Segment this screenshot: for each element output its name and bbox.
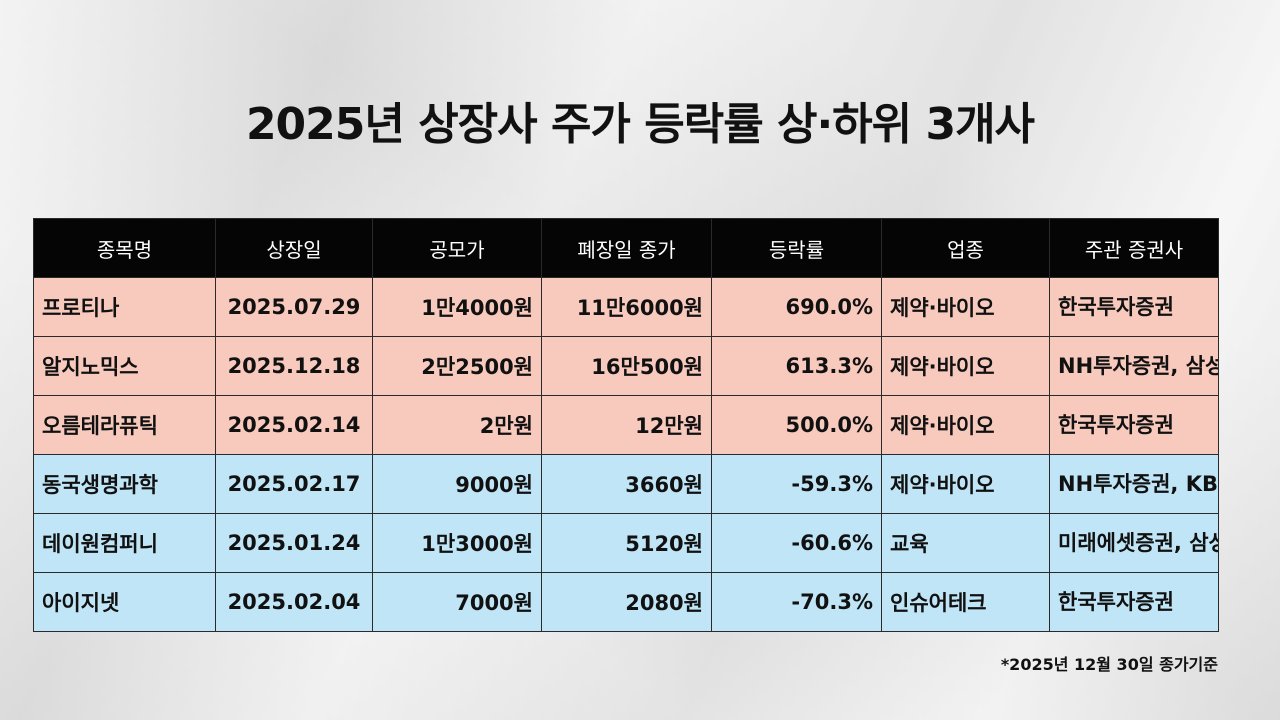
stock-change-table: 종목명 상장일 공모가 폐장일 종가 등락률 업종 주관 증권사 프로티나 20… [33,218,1219,632]
closing-price: 2080원 [541,572,712,632]
column-header-name: 종목명 [33,218,216,278]
underwriter: NH투자증권, 삼성증권 [1049,336,1219,396]
ipo-price: 2만2500원 [372,336,542,396]
closing-price: 12만원 [541,395,712,455]
listing-date: 2025.01.24 [215,513,373,573]
table-header-row: 종목명 상장일 공모가 폐장일 종가 등락률 업종 주관 증권사 [33,218,1219,278]
column-header-closing-price: 폐장일 종가 [541,218,712,278]
ipo-price: 2만원 [372,395,542,455]
stock-name: 프로티나 [33,277,216,337]
footnote: *2025년 12월 30일 종가기준 [1000,655,1218,674]
ipo-price: 7000원 [372,572,542,632]
sector: 제약·바이오 [881,395,1050,455]
column-header-listing-date: 상장일 [215,218,373,278]
ipo-price: 9000원 [372,454,542,514]
ipo-price: 1만3000원 [372,513,542,573]
table-row: 오름테라퓨틱 2025.02.14 2만원 12만원 500.0% 제약·바이오… [33,395,1219,455]
listing-date: 2025.02.04 [215,572,373,632]
table-row: 동국생명과학 2025.02.17 9000원 3660원 -59.3% 제약·… [33,454,1219,514]
closing-price: 3660원 [541,454,712,514]
page-title: 2025년 상장사 주가 등락률 상·하위 3개사 [245,99,1035,150]
table-row: 프로티나 2025.07.29 1만4000원 11만6000원 690.0% … [33,277,1219,337]
closing-price: 5120원 [541,513,712,573]
stock-name: 오름테라퓨틱 [33,395,216,455]
sector: 제약·바이오 [881,336,1050,396]
column-header-sector: 업종 [881,218,1050,278]
stock-name: 데이원컴퍼니 [33,513,216,573]
column-header-change-rate: 등락률 [711,218,882,278]
underwriter: 한국투자증권 [1049,277,1219,337]
table-row: 알지노믹스 2025.12.18 2만2500원 16만500원 613.3% … [33,336,1219,396]
listing-date: 2025.02.14 [215,395,373,455]
closing-price: 16만500원 [541,336,712,396]
sector: 교육 [881,513,1050,573]
column-header-ipo-price: 공모가 [372,218,542,278]
stock-name: 알지노믹스 [33,336,216,396]
column-header-underwriter: 주관 증권사 [1049,218,1219,278]
ipo-price: 1만4000원 [372,277,542,337]
change-rate: 500.0% [711,395,882,455]
underwriter: 미래에셋증권, 삼성증권 [1049,513,1219,573]
change-rate: 690.0% [711,277,882,337]
closing-price: 11만6000원 [541,277,712,337]
sector: 인슈어테크 [881,572,1050,632]
underwriter: 한국투자증권 [1049,572,1219,632]
underwriter: 한국투자증권 [1049,395,1219,455]
listing-date: 2025.02.17 [215,454,373,514]
change-rate: -60.6% [711,513,882,573]
stock-name: 아이지넷 [33,572,216,632]
listing-date: 2025.12.18 [215,336,373,396]
listing-date: 2025.07.29 [215,277,373,337]
sector: 제약·바이오 [881,454,1050,514]
change-rate: -59.3% [711,454,882,514]
stock-name: 동국생명과학 [33,454,216,514]
table-row: 아이지넷 2025.02.04 7000원 2080원 -70.3% 인슈어테크… [33,572,1219,632]
change-rate: -70.3% [711,572,882,632]
table-row: 데이원컴퍼니 2025.01.24 1만3000원 5120원 -60.6% 교… [33,513,1219,573]
change-rate: 613.3% [711,336,882,396]
underwriter: NH투자증권, KB증권 [1049,454,1219,514]
sector: 제약·바이오 [881,277,1050,337]
